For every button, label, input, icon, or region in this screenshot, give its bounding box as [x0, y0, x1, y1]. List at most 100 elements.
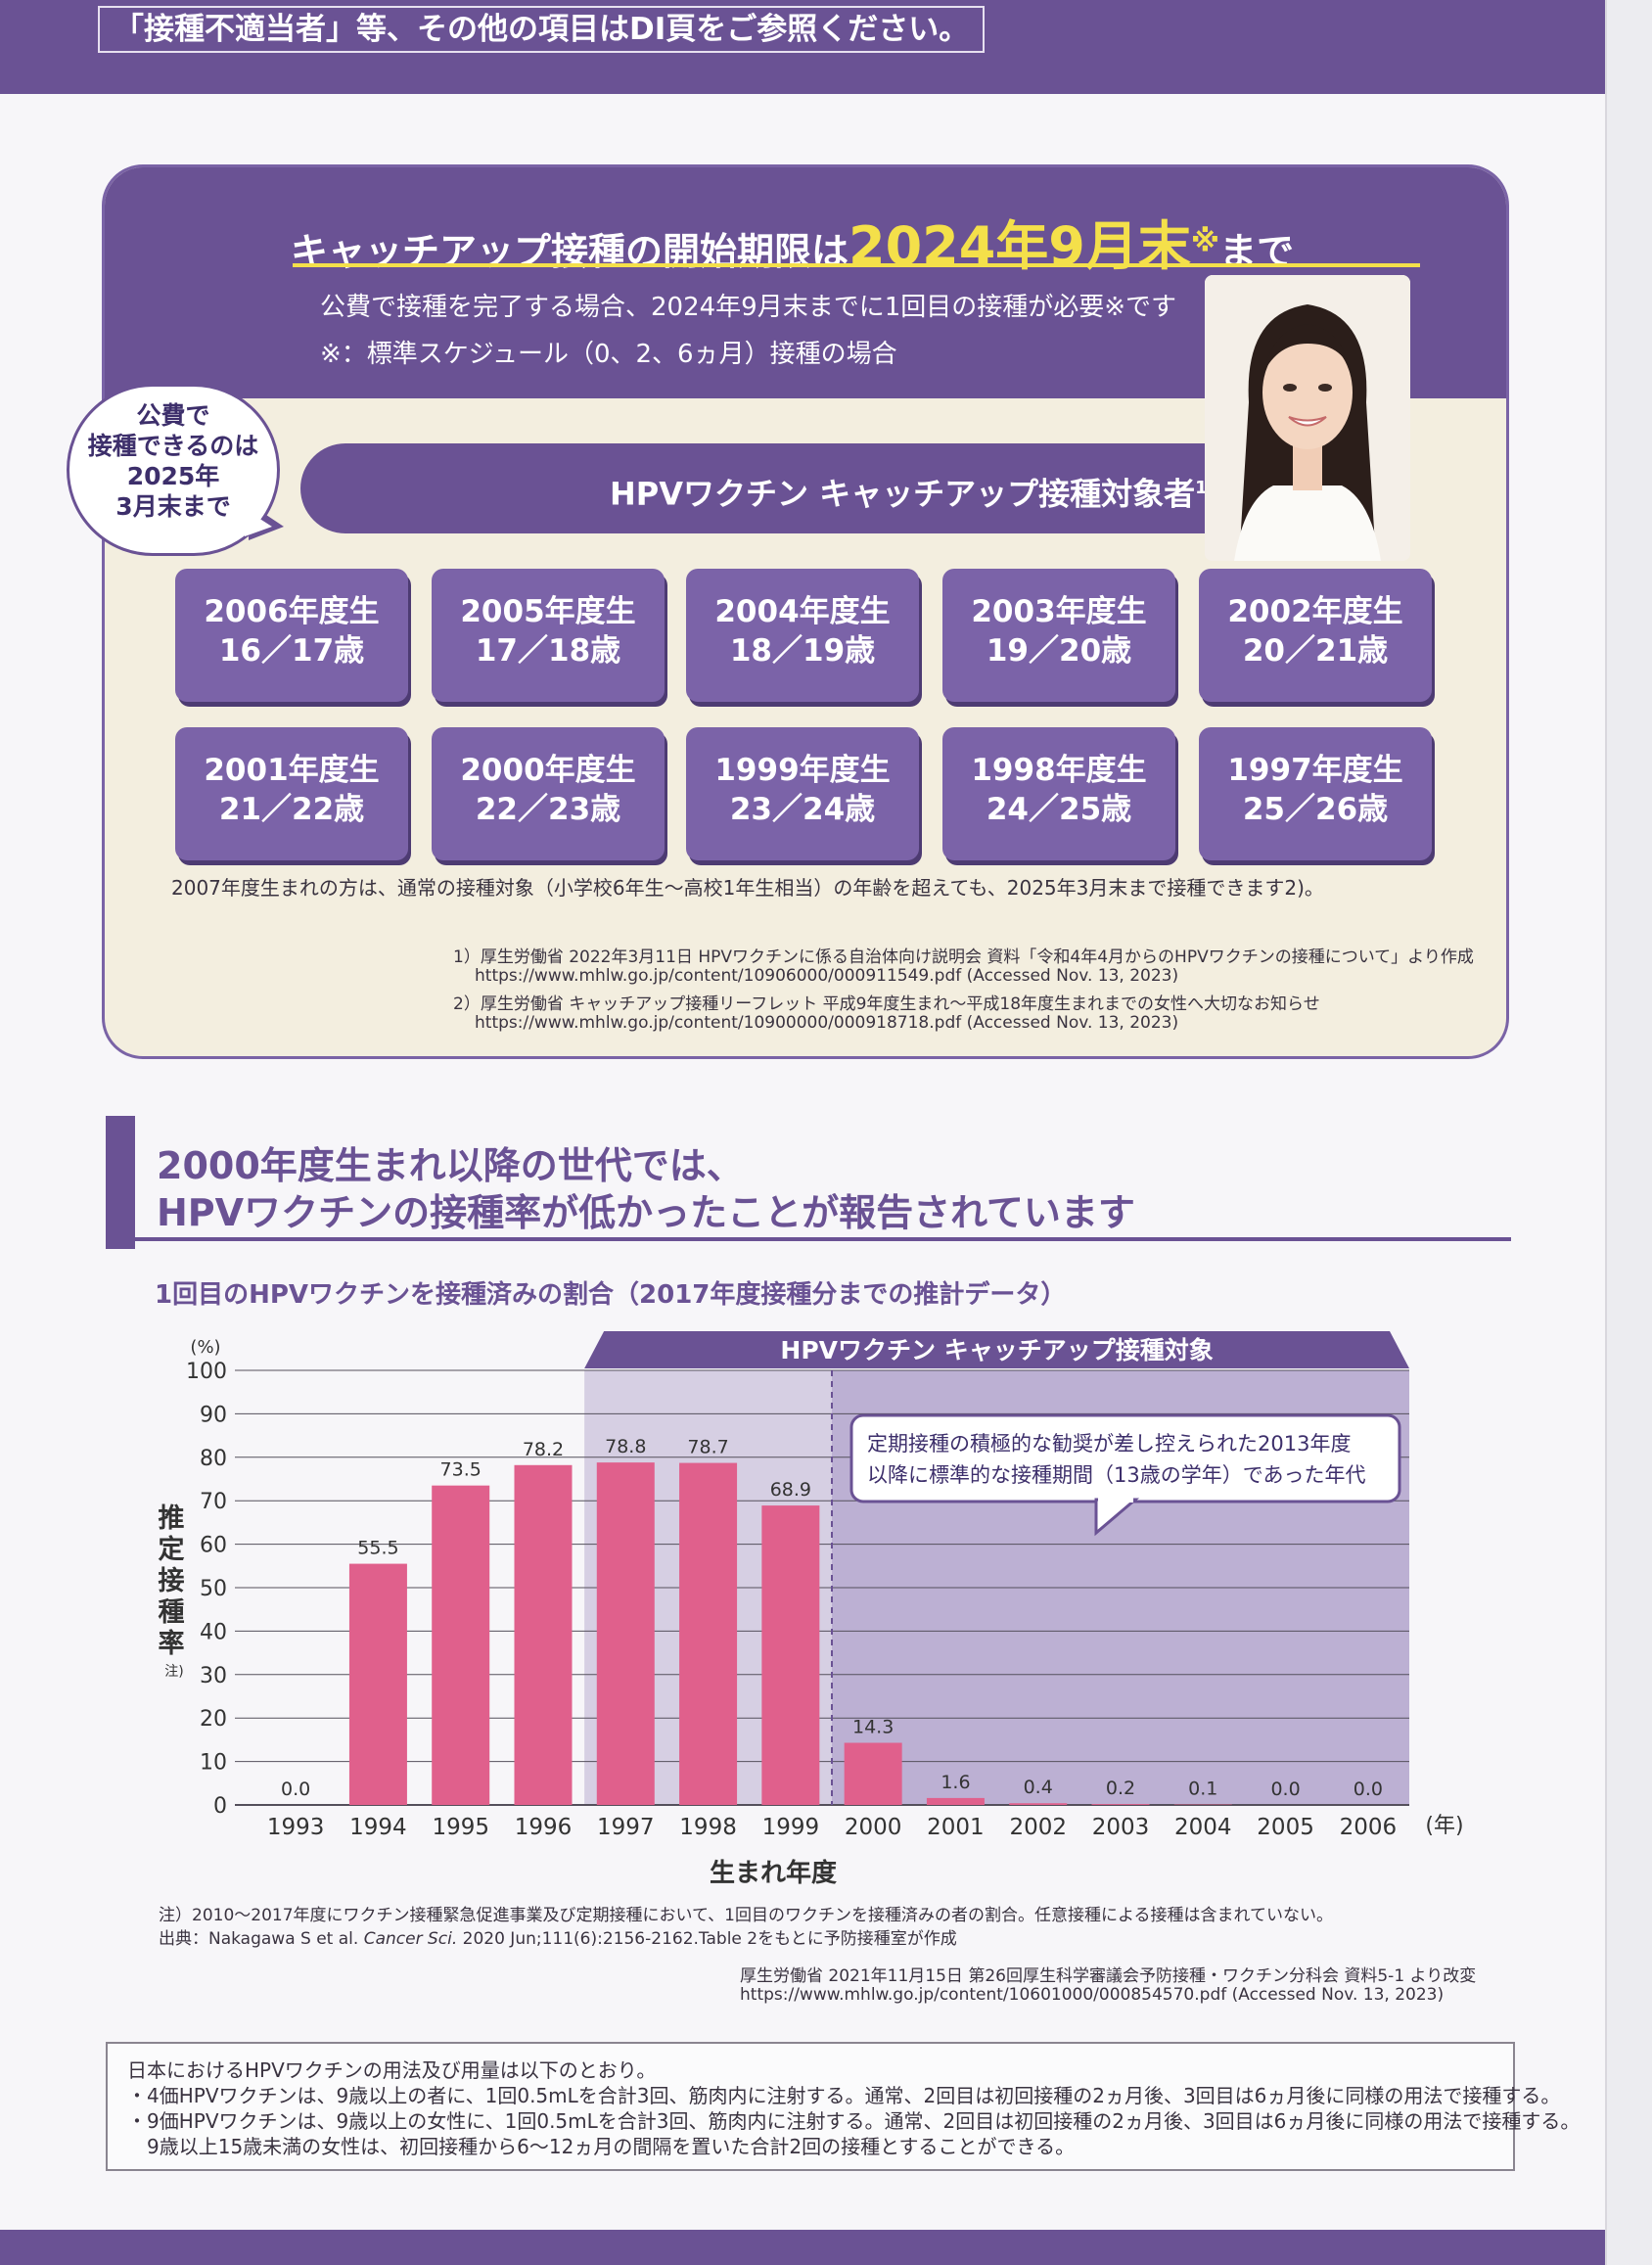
- bar-1996: [514, 1464, 573, 1805]
- x-tick-label: 2004: [1174, 1815, 1232, 1840]
- x-tick-label: 2005: [1257, 1815, 1314, 1840]
- x-tick-label: 1995: [432, 1815, 489, 1840]
- cohort-age: 21／22歳: [218, 792, 365, 827]
- bar-1994: [348, 1563, 407, 1805]
- cohort-age: 16／17歳: [218, 633, 365, 669]
- catchup-panel: キャッチアップ接種の開始期限は2024年9月末※まで 公費で接種を完了する場合、…: [102, 164, 1509, 1059]
- bar-1995: [432, 1485, 490, 1805]
- cohort-year: 2000年度生: [460, 753, 636, 788]
- y-axis-label-char: 推: [159, 1503, 185, 1534]
- value-label-1995: 73.5: [440, 1459, 482, 1481]
- cohort-age: 24／25歳: [986, 792, 1132, 827]
- bar-1999: [761, 1505, 820, 1805]
- cohort-age: 23／24歳: [729, 792, 876, 827]
- value-label-2005: 0.0: [1270, 1779, 1300, 1800]
- catchup-banner: [584, 1331, 1409, 1368]
- y-axis-label-char: 種: [159, 1597, 185, 1628]
- value-label-2002: 0.4: [1024, 1777, 1053, 1798]
- reference-2-title: 2）厚生労働省 キャッチアップ接種リーフレット 平成9年度生まれ～平成18年度生…: [453, 994, 1320, 1014]
- value-label-1993: 0.0: [281, 1779, 310, 1800]
- y-axis-label-char: 定: [159, 1534, 185, 1565]
- cohort-year: 2004年度生: [714, 594, 891, 629]
- bubble-line: 2025年: [126, 462, 220, 490]
- cohort-year: 2003年度生: [971, 594, 1147, 629]
- cohort-age: 18／19歳: [729, 633, 876, 669]
- chart-title: 1回目のHPVワクチンを接種済みの割合（2017年度接種分までの推計データ）: [155, 1280, 1067, 1310]
- y-tick-label: 0: [213, 1794, 227, 1819]
- cohort-2006: 2006年度生 16／17歳: [175, 569, 408, 702]
- dosage-box: 日本におけるHPVワクチンの用法及び用量は以下のとおり。 ・4価HPVワクチンは…: [106, 2042, 1580, 2171]
- cohort-2003: 2003年度生 19／20歳: [942, 569, 1175, 702]
- callout-tail-mask: [1098, 1497, 1133, 1502]
- value-label-1997: 78.8: [605, 1436, 646, 1457]
- bar-2002: [1009, 1803, 1068, 1805]
- section-accent-bar: [106, 1116, 135, 1249]
- headline-mark: ※: [1190, 224, 1220, 259]
- y-axis-label-char: 率: [159, 1628, 185, 1659]
- headline-underline: [293, 263, 1420, 267]
- cohort-year: 1999年度生: [714, 753, 891, 788]
- y-tick-label: 100: [186, 1360, 227, 1384]
- x-axis-label: 生まれ年度: [710, 1858, 837, 1888]
- cohort-1998: 1998年度生 24／25歳: [942, 727, 1175, 860]
- x-tick-label: 2002: [1009, 1815, 1067, 1840]
- cohort-note: 2007年度生まれの方は、通常の接種対象（小学校6年生～高校1年生相当）の年齢を…: [171, 876, 1324, 900]
- bar-2003: [1091, 1804, 1150, 1805]
- top-note: 「接種不適当者」等、その他の項目はDI頁をご参照ください。: [98, 6, 986, 53]
- y-tick-label: 50: [200, 1577, 227, 1601]
- section-heading-line-1: 2000年度生まれ以降の世代では、: [157, 1144, 744, 1187]
- cohort-age: 19／20歳: [986, 633, 1132, 669]
- top-band: [0, 0, 1605, 94]
- dosage-line: 日本におけるHPVワクチンの用法及び用量は以下のとおり。: [127, 2058, 657, 2082]
- vaccination-rate-chart: 0 10 20 30 40 50 60 70 80 90 100 (%) 0.0 1993 55.5 199…: [159, 1331, 1464, 1888]
- x-tick-label: 2003: [1092, 1815, 1150, 1840]
- headline-deadline: 2024年9月末: [849, 215, 1191, 277]
- cohort-age: 20／21歳: [1242, 633, 1389, 669]
- x-tick-label: 1998: [679, 1815, 737, 1840]
- reference-1-title: 1）厚生労働省 2022年3月11日 HPVワクチンに係る自治体向け説明会 資料…: [453, 948, 1474, 967]
- chart-footnote: 注）2010～2017年度にワクチン接種緊急促進事業及び定期接種において、1回目…: [159, 1906, 1333, 1925]
- target-banner-label: HPVワクチン キャッチアップ接種対象者: [610, 475, 1196, 513]
- x-tick-label: 1999: [762, 1815, 820, 1840]
- value-label-2006: 0.0: [1354, 1779, 1383, 1800]
- bubble-line: 3月末まで: [115, 492, 231, 521]
- chart-reference-title: 厚生労働省 2021年11月15日 第26回厚生科学審議会予防接種・ワクチン分科…: [740, 1966, 1477, 1986]
- callout-line-2: 以降に標準的な接種期間（13歳の学年）であった年代: [867, 1463, 1366, 1487]
- cohort-age: 25／26歳: [1242, 792, 1389, 827]
- cohort-year: 2001年度生: [204, 753, 380, 788]
- source-journal: Cancer Sci.: [363, 1929, 458, 1949]
- catchup-subline-1: 公費で接種を完了する場合、2024年9月末までに1回目の接種が必要※です: [320, 293, 1177, 322]
- bubble-tail-inner: [245, 509, 272, 536]
- cohort-2000: 2000年度生 22／23歳: [432, 727, 665, 860]
- section-rule: [106, 1237, 1511, 1241]
- bar-1997: [596, 1462, 655, 1805]
- cohort-year: 2005年度生: [460, 594, 636, 629]
- value-label-1998: 78.7: [687, 1437, 728, 1458]
- bubble-line: 接種できるのは: [87, 432, 259, 460]
- value-label-2003: 0.2: [1106, 1778, 1135, 1799]
- y-tick-label: 10: [200, 1751, 227, 1776]
- catchup-banner-label: HPVワクチン キャッチアップ接種対象: [780, 1336, 1213, 1364]
- x-tick-label: 1994: [349, 1815, 407, 1840]
- page-margin: [1605, 0, 1652, 2265]
- x-tick-label: 2006: [1340, 1815, 1398, 1840]
- y-unit: (%): [190, 1337, 220, 1358]
- reference-2-url: https://www.mhlw.go.jp/content/10900000/…: [475, 1013, 1179, 1033]
- value-label-1999: 68.9: [770, 1479, 811, 1501]
- bar-2000: [844, 1742, 902, 1805]
- bar-2001: [926, 1797, 985, 1805]
- y-tick-label: 70: [200, 1490, 227, 1514]
- cohort-2005: 2005年度生 17／18歳: [432, 569, 665, 702]
- y-tick-label: 40: [200, 1620, 227, 1644]
- x-tick-label: 2000: [845, 1815, 902, 1840]
- x-tick-label: 1993: [267, 1815, 325, 1840]
- callout-line-1: 定期接種の積極的な勧奨が差し控えられた2013年度: [867, 1432, 1351, 1456]
- cohort-year: 2002年度生: [1227, 594, 1403, 629]
- bottom-band: [0, 2230, 1605, 2265]
- cohort-year: 1997年度生: [1227, 753, 1403, 788]
- value-label-1994: 55.5: [357, 1538, 398, 1559]
- value-label-2001: 1.6: [941, 1772, 970, 1793]
- cohort-1999: 1999年度生 23／24歳: [686, 727, 919, 860]
- x-tick-label: 1996: [515, 1815, 573, 1840]
- source-pre: 出典：Nakagawa S et al.: [159, 1929, 364, 1949]
